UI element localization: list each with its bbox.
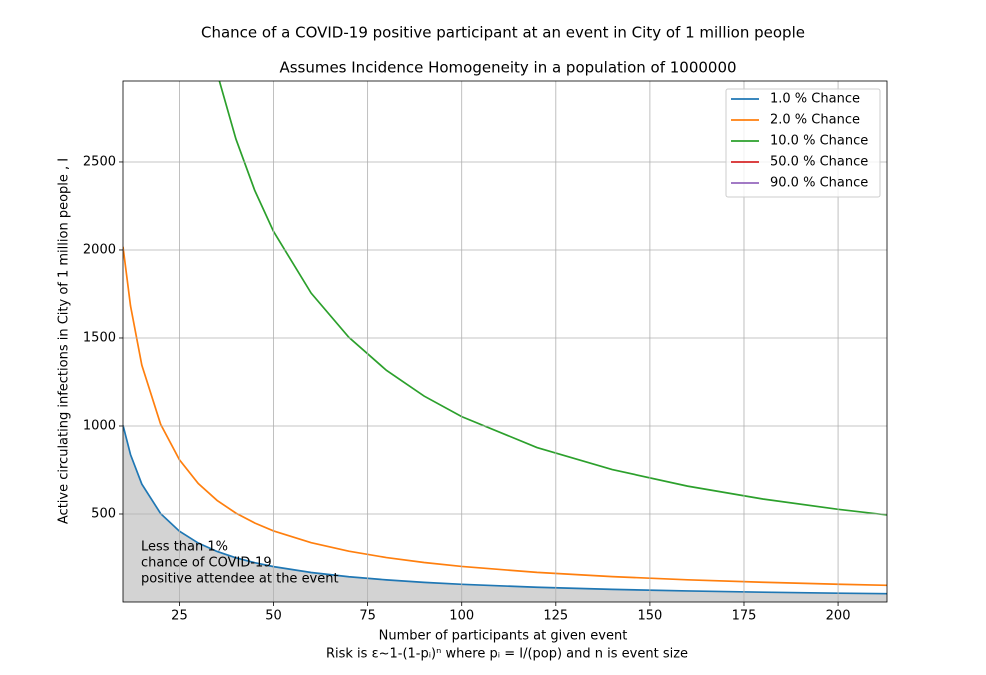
y-tick-label: 1500: [83, 330, 116, 345]
y-axis-label: Active circulating infections in City of…: [57, 158, 72, 524]
legend-label: 1.0 % Chance: [770, 92, 860, 107]
series-line: [218, 81, 887, 516]
x-tick-label: 75: [359, 609, 376, 624]
y-tick-label: 500: [91, 506, 116, 521]
legend-label: 10.0 % Chance: [770, 134, 868, 149]
y-tick-label: 1000: [83, 418, 116, 433]
y-tick-label: 2000: [83, 242, 116, 257]
series-line: [123, 424, 887, 595]
x-axis-label: Number of participants at given event: [379, 629, 628, 644]
x-tick-label: 25: [171, 609, 188, 624]
x-tick-label: 175: [732, 609, 757, 624]
annotation: chance of COVID-19: [141, 556, 272, 571]
annotation: Less than 1%: [141, 540, 228, 555]
legend-label: 50.0 % Chance: [770, 155, 868, 170]
chart-subtitle: Assumes Incidence Homogeneity in a popul…: [279, 59, 736, 77]
x-axis-label-2: Risk is ε~1-(1-pᵢ)ⁿ where pᵢ = I/(pop) a…: [326, 647, 688, 662]
x-tick-label: 150: [637, 609, 662, 624]
plot-frame: [122, 80, 888, 603]
annotation: positive attendee at the event: [141, 572, 339, 587]
x-tick-label: 200: [826, 609, 851, 624]
x-tick-label: 100: [449, 609, 474, 624]
series-line: [123, 246, 887, 587]
plot-area: [123, 81, 887, 602]
y-tick-label: 2500: [83, 154, 116, 169]
x-tick-label: 125: [543, 609, 568, 624]
legend-label: 2.0 % Chance: [770, 113, 860, 128]
chart-title: Chance of a COVID-19 positive participan…: [201, 24, 805, 42]
shaded-area: [123, 425, 887, 602]
legend-label: 90.0 % Chance: [770, 176, 868, 191]
x-tick-label: 50: [265, 609, 282, 624]
legend-box: [725, 88, 881, 198]
